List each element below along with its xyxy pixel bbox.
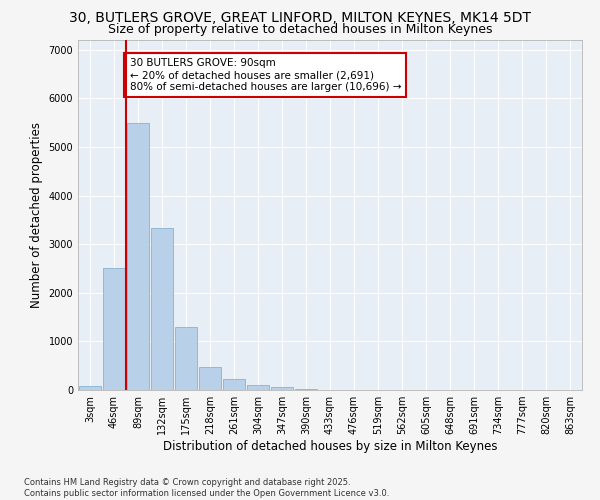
Text: Contains HM Land Registry data © Crown copyright and database right 2025.
Contai: Contains HM Land Registry data © Crown c… bbox=[24, 478, 389, 498]
Bar bbox=[199, 366, 221, 390]
Bar bbox=[247, 385, 269, 390]
Bar bbox=[103, 268, 125, 390]
Bar bbox=[151, 228, 173, 390]
Bar bbox=[79, 386, 101, 390]
Text: 30 BUTLERS GROVE: 90sqm
← 20% of detached houses are smaller (2,691)
80% of semi: 30 BUTLERS GROVE: 90sqm ← 20% of detache… bbox=[130, 58, 401, 92]
Y-axis label: Number of detached properties: Number of detached properties bbox=[30, 122, 43, 308]
Text: Size of property relative to detached houses in Milton Keynes: Size of property relative to detached ho… bbox=[108, 22, 492, 36]
Bar bbox=[271, 388, 293, 390]
Bar bbox=[175, 327, 197, 390]
X-axis label: Distribution of detached houses by size in Milton Keynes: Distribution of detached houses by size … bbox=[163, 440, 497, 453]
Bar bbox=[295, 388, 317, 390]
Bar bbox=[127, 122, 149, 390]
Text: 30, BUTLERS GROVE, GREAT LINFORD, MILTON KEYNES, MK14 5DT: 30, BUTLERS GROVE, GREAT LINFORD, MILTON… bbox=[69, 11, 531, 25]
Bar bbox=[223, 380, 245, 390]
